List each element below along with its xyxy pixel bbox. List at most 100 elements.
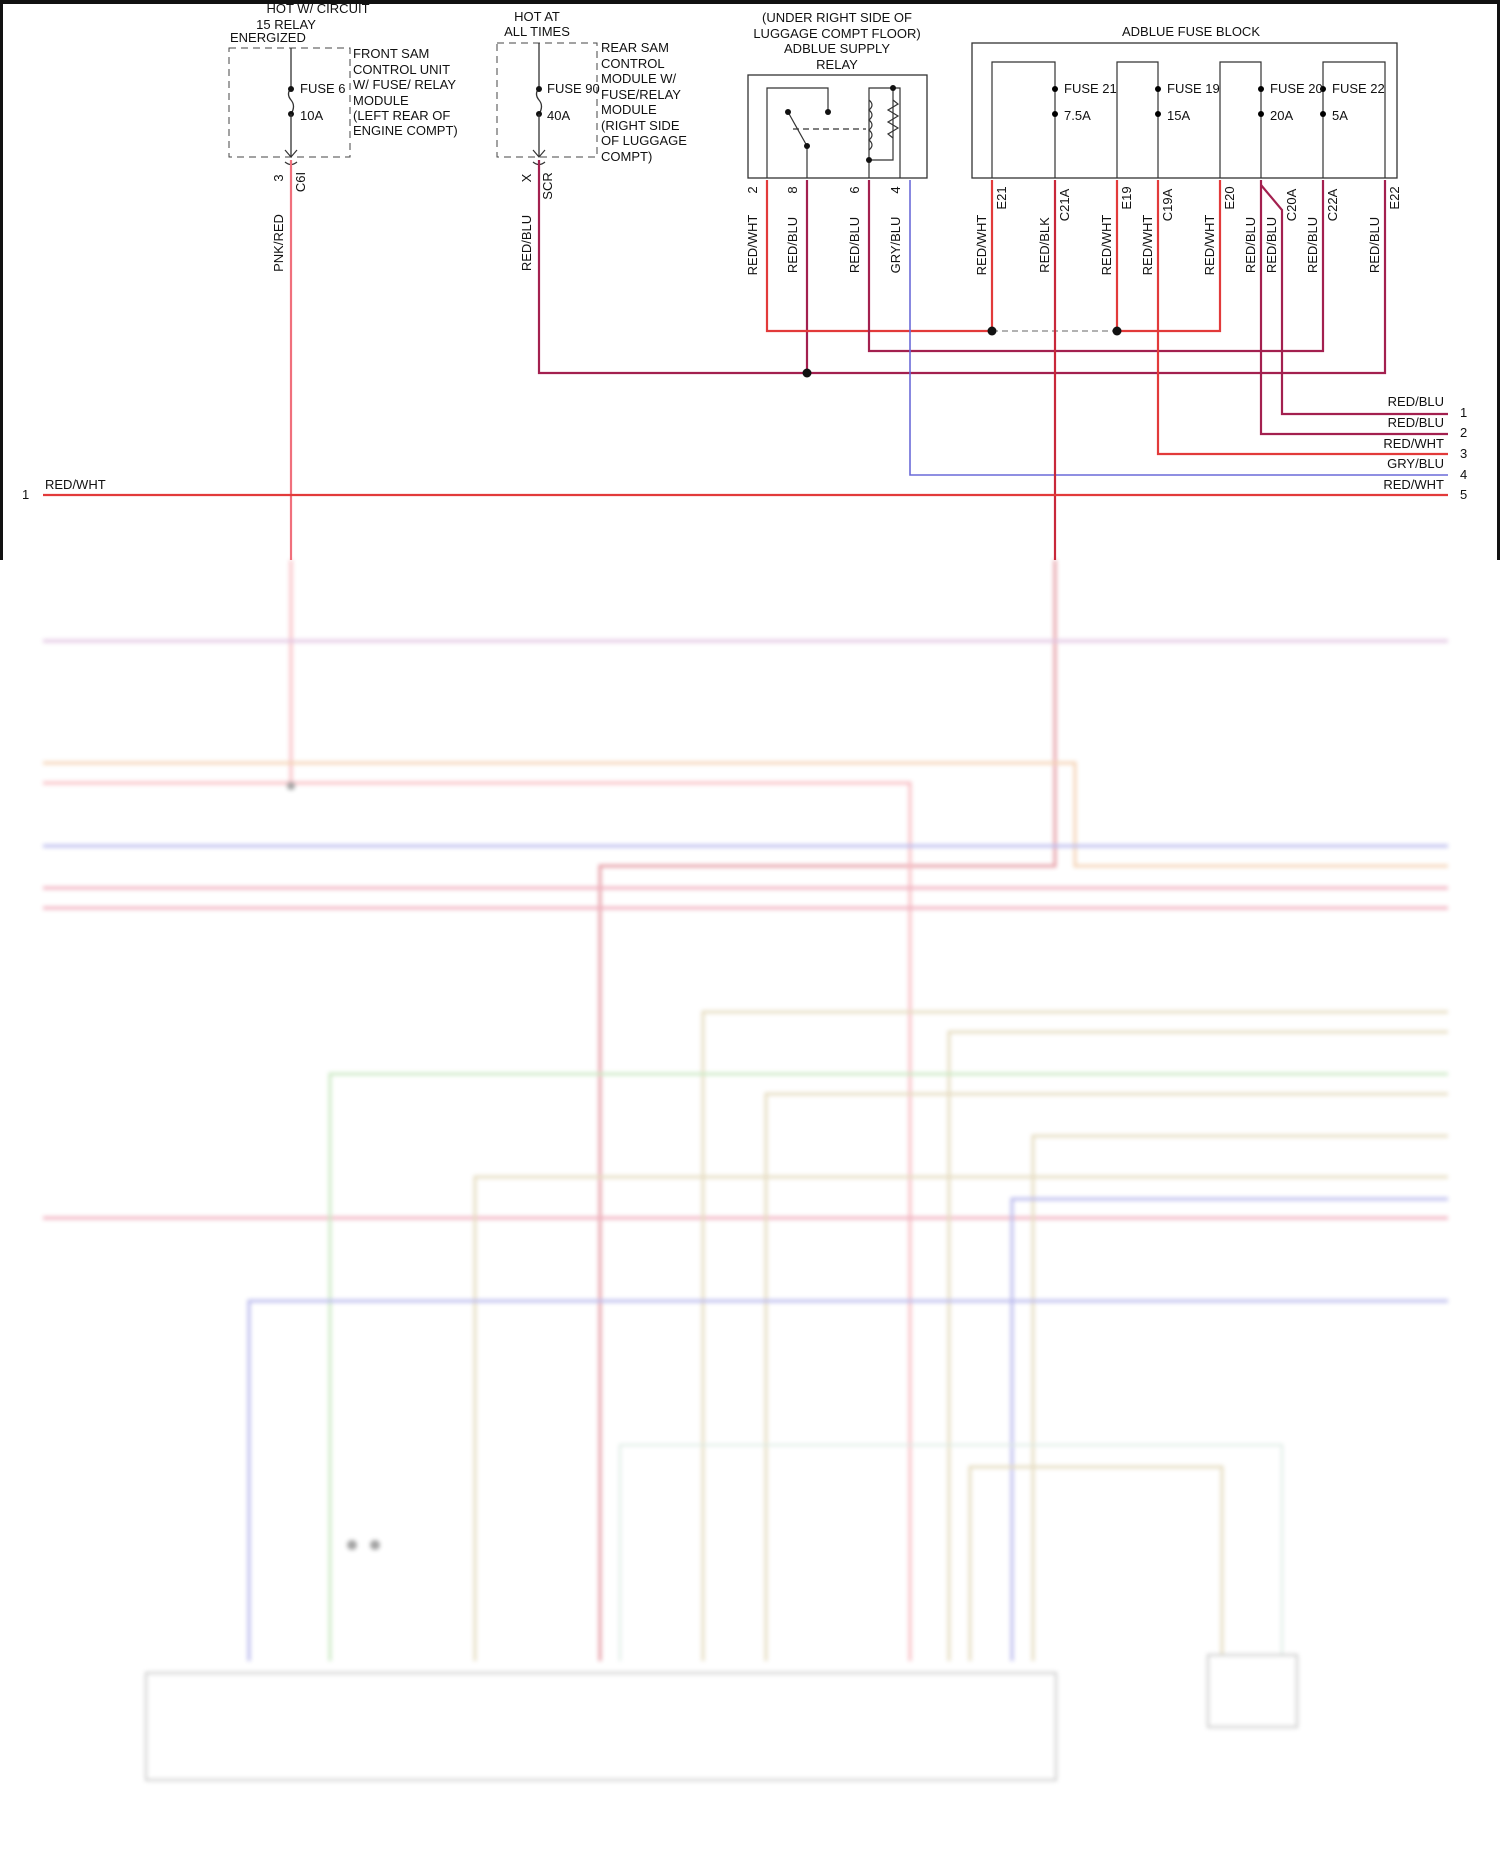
fuse6-module-3: W/ FUSE/ RELAY	[353, 77, 456, 92]
fuse6-pin: 3	[271, 174, 286, 181]
fuse6-rating: 10A	[300, 108, 323, 123]
wire-label: RED/WHT	[1140, 215, 1155, 276]
fuse90-header-2: ALL TIMES	[504, 24, 570, 39]
left-border	[0, 0, 3, 560]
fuse90-module-7: OF LUGGAGE	[601, 133, 687, 148]
fuse6-name: FUSE 6	[300, 81, 346, 96]
right-wire-2: RED/BLU	[1388, 415, 1444, 430]
right-num-2: 2	[1460, 425, 1467, 440]
fuse90-name: FUSE 90	[547, 81, 600, 96]
fuse90-module-1: REAR SAM	[601, 40, 669, 55]
fuse-block-box	[971, 42, 1398, 179]
fuse22-name: FUSE 22	[1332, 81, 1385, 96]
right-wire-3: RED/WHT	[1383, 436, 1444, 451]
fuse-icon	[535, 87, 543, 115]
relay-title-3: ADBLUE SUPPLY	[784, 41, 890, 56]
relay-wire-4: GRY/BLU	[888, 217, 903, 274]
fuse20-rating: 20A	[1270, 108, 1293, 123]
fuse6-wire: PNK/RED	[271, 214, 286, 272]
splice-dot	[987, 326, 997, 336]
relay-wire-8: RED/BLU	[785, 217, 800, 273]
right-wire-1: RED/BLU	[1388, 394, 1444, 409]
right-num-5: 5	[1460, 487, 1467, 502]
fuse90-wire: RED/BLU	[519, 215, 534, 271]
right-num-1: 1	[1460, 405, 1467, 420]
right-border	[1497, 0, 1500, 560]
fuse6-module-5: (LEFT REAR OF	[353, 108, 450, 123]
relay-title-1: (UNDER RIGHT SIDE OF	[762, 10, 912, 25]
pin-e21: E21	[994, 186, 1009, 209]
fuse90-header-1: HOT AT	[514, 9, 560, 24]
left-num-1: 1	[22, 487, 29, 502]
fuse90-module-8: COMPT)	[601, 149, 652, 164]
relay-wire-6: RED/BLU	[847, 217, 862, 273]
relay-title-4: RELAY	[816, 57, 858, 72]
fuse90-module-4: FUSE/RELAY	[601, 87, 681, 102]
fuse90-module-3: MODULE W/	[601, 71, 677, 86]
wire-red-wht-bus	[765, 180, 1222, 333]
relay-pin-2: 2	[745, 186, 760, 193]
splice-dot	[1112, 326, 1122, 336]
fuse21-rating: 7.5A	[1064, 108, 1091, 123]
relay-switch-icon	[766, 87, 901, 178]
wire-gry-blu	[909, 180, 1448, 476]
left-wire-1: RED/WHT	[45, 477, 106, 492]
fuse6-module-6: ENGINE COMPT)	[353, 123, 458, 138]
fuse6-module-box	[228, 47, 351, 158]
right-wire-5: RED/WHT	[1383, 477, 1444, 492]
fuse90-group: HOT AT ALL TIMES REAR SAM CONTROL MODULE…	[496, 9, 687, 271]
pin-c22a: C22A	[1325, 188, 1340, 221]
fuse6-module-1: FRONT SAM	[353, 46, 429, 61]
relay-pin-8: 8	[785, 186, 800, 193]
wire-label: RED/BLU	[1243, 217, 1258, 273]
wire-label: RED/WHT	[1202, 215, 1217, 276]
splice-dot	[802, 368, 812, 378]
fuse6-header-3: ENERGIZED	[230, 30, 306, 45]
fuse-icon	[1052, 86, 1326, 117]
wires-top	[43, 160, 1448, 560]
fuse20-name: FUSE 20	[1270, 81, 1323, 96]
fuse90-rating: 40A	[547, 108, 570, 123]
fuse21-name: FUSE 21	[1064, 81, 1117, 96]
wire-label: RED/BLK	[1037, 217, 1052, 273]
pin-c19a: C19A	[1160, 188, 1175, 221]
fuse19-rating: 15A	[1167, 108, 1190, 123]
fuse19-name: FUSE 19	[1167, 81, 1220, 96]
right-num-4: 4	[1460, 467, 1467, 482]
obscured-lower-diagram	[43, 560, 1448, 1781]
relay-pin-6: 6	[847, 186, 862, 193]
fuse90-module-2: CONTROL	[601, 56, 665, 71]
relay-box	[747, 74, 928, 179]
fuse-icon	[287, 87, 295, 115]
adblue-fuse-block: ADBLUE FUSE BLOCK FUSE 21 7.5A FUSE 19 1…	[971, 24, 1402, 276]
pin-e19: E19	[1119, 186, 1134, 209]
pin-c20a: C20A	[1284, 188, 1299, 221]
relay-wire-2: RED/WHT	[745, 215, 760, 276]
fuse6-connector: C6I	[293, 172, 308, 192]
wire-label: RED/BLU	[1305, 217, 1320, 273]
wire-label: RED/BLU	[1264, 217, 1279, 273]
adblue-supply-relay: (UNDER RIGHT SIDE OF LUGGAGE COMPT FLOOR…	[745, 10, 928, 276]
relay-title-2: LUGGAGE COMPT FLOOR)	[753, 26, 920, 41]
right-num-3: 3	[1460, 446, 1467, 461]
pin-c21a: C21A	[1057, 188, 1072, 221]
fuse6-module-4: MODULE	[353, 93, 409, 108]
right-wire-4: GRY/BLU	[1387, 456, 1444, 471]
relay-pin-4: 4	[888, 186, 903, 193]
fuse90-pin: X	[519, 173, 534, 182]
wire-label: RED/WHT	[1099, 215, 1114, 276]
fuse90-module-5: MODULE	[601, 102, 657, 117]
wire-label: RED/BLU	[1367, 217, 1382, 273]
fuse90-connector: SCR	[540, 172, 555, 199]
wire-label: RED/WHT	[974, 215, 989, 276]
fuse90-module-6: (RIGHT SIDE	[601, 118, 680, 133]
pin-e20: E20	[1222, 186, 1237, 209]
fuse-block-title: ADBLUE FUSE BLOCK	[1122, 24, 1260, 39]
fuse22-rating: 5A	[1332, 108, 1348, 123]
wire-red-blu-bus	[537, 160, 1387, 375]
right-connector-labels: RED/BLU 1 RED/BLU 2 RED/WHT 3 GRY/BLU 4 …	[22, 394, 1467, 502]
fuse6-header-1: HOT W/ CIRCUIT	[266, 1, 369, 16]
fuse6-header-2: 15 RELAY	[256, 17, 316, 32]
fuse6-group: HOT W/ CIRCUIT 15 RELAY ENERGIZED FRONT …	[228, 1, 458, 272]
